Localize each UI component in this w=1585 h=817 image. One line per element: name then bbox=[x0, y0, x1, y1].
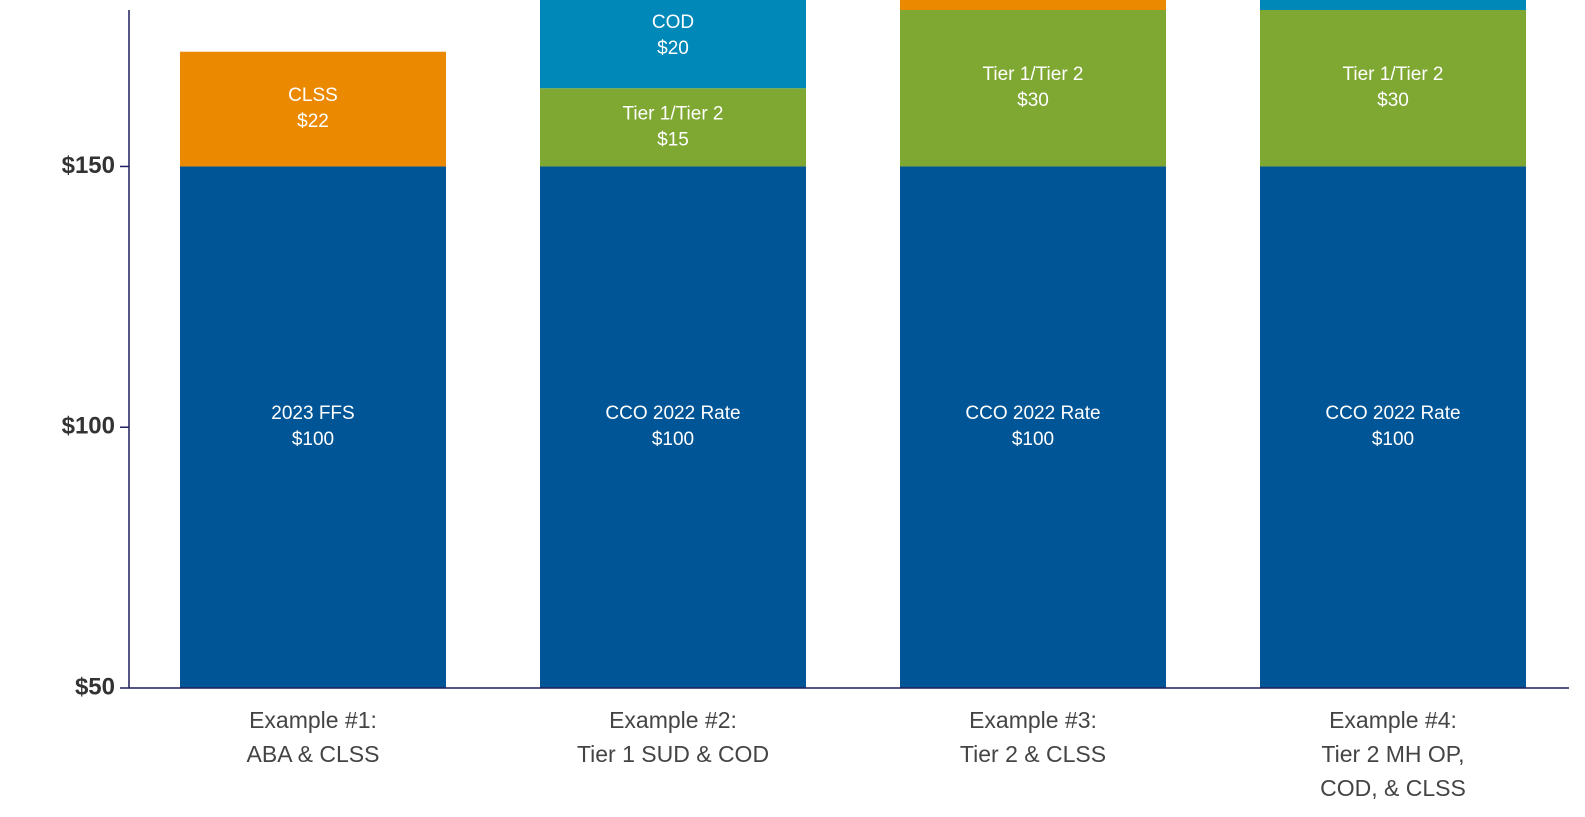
y-tick-label: $100 bbox=[62, 413, 115, 440]
bar-segment bbox=[540, 166, 806, 688]
segment-value: $100 bbox=[652, 429, 694, 450]
x-tick-label: Tier 2 & CLSS bbox=[960, 741, 1106, 767]
segment-value: $30 bbox=[1017, 90, 1049, 111]
segment-value: $100 bbox=[1012, 429, 1054, 450]
x-tick-label: Example #2: bbox=[609, 707, 737, 733]
bar-segment bbox=[540, 88, 806, 167]
x-tick-label: Example #1: bbox=[249, 707, 377, 733]
bar-segment bbox=[900, 166, 1166, 688]
segment-value: $30 bbox=[1377, 90, 1409, 111]
x-tick-label: Example #3: bbox=[969, 707, 1097, 733]
bar-segment bbox=[1260, 0, 1526, 10]
x-tick-label: Example #4: bbox=[1329, 707, 1457, 733]
segment-label: CCO 2022 Rate bbox=[1325, 403, 1460, 424]
y-tick-label: $50 bbox=[75, 673, 115, 700]
bar-segment bbox=[1260, 10, 1526, 167]
x-tick-label: COD, & CLSS bbox=[1320, 775, 1466, 801]
y-tick-label: $150 bbox=[62, 152, 115, 179]
segment-label: 2023 FFS bbox=[271, 403, 354, 424]
bar-segment bbox=[1260, 166, 1526, 688]
segment-label: COD bbox=[652, 12, 694, 33]
segment-label: Tier 1/Tier 2 bbox=[982, 64, 1083, 85]
segment-label: CCO 2022 Rate bbox=[605, 403, 740, 424]
segment-label: CLSS bbox=[288, 85, 338, 106]
bar-segment bbox=[180, 51, 446, 167]
segment-label: Tier 1/Tier 2 bbox=[1342, 64, 1443, 85]
segment-value: $20 bbox=[657, 38, 689, 59]
segment-value: $100 bbox=[1372, 429, 1414, 450]
bar-segment bbox=[900, 10, 1166, 167]
x-tick-label: Tier 1 SUD & COD bbox=[577, 741, 769, 767]
segment-label: Tier 1/Tier 2 bbox=[622, 103, 723, 124]
bar-segment bbox=[540, 0, 806, 89]
segment-label: CCO 2022 Rate bbox=[965, 403, 1100, 424]
x-tick-label: Tier 2 MH OP, bbox=[1321, 741, 1464, 767]
segment-value: $100 bbox=[292, 429, 334, 450]
x-tick-label: ABA & CLSS bbox=[247, 741, 380, 767]
bar-segment bbox=[900, 0, 1166, 10]
segment-value: $15 bbox=[657, 129, 689, 150]
bar-segment bbox=[180, 166, 446, 688]
segment-value: $22 bbox=[297, 111, 329, 132]
